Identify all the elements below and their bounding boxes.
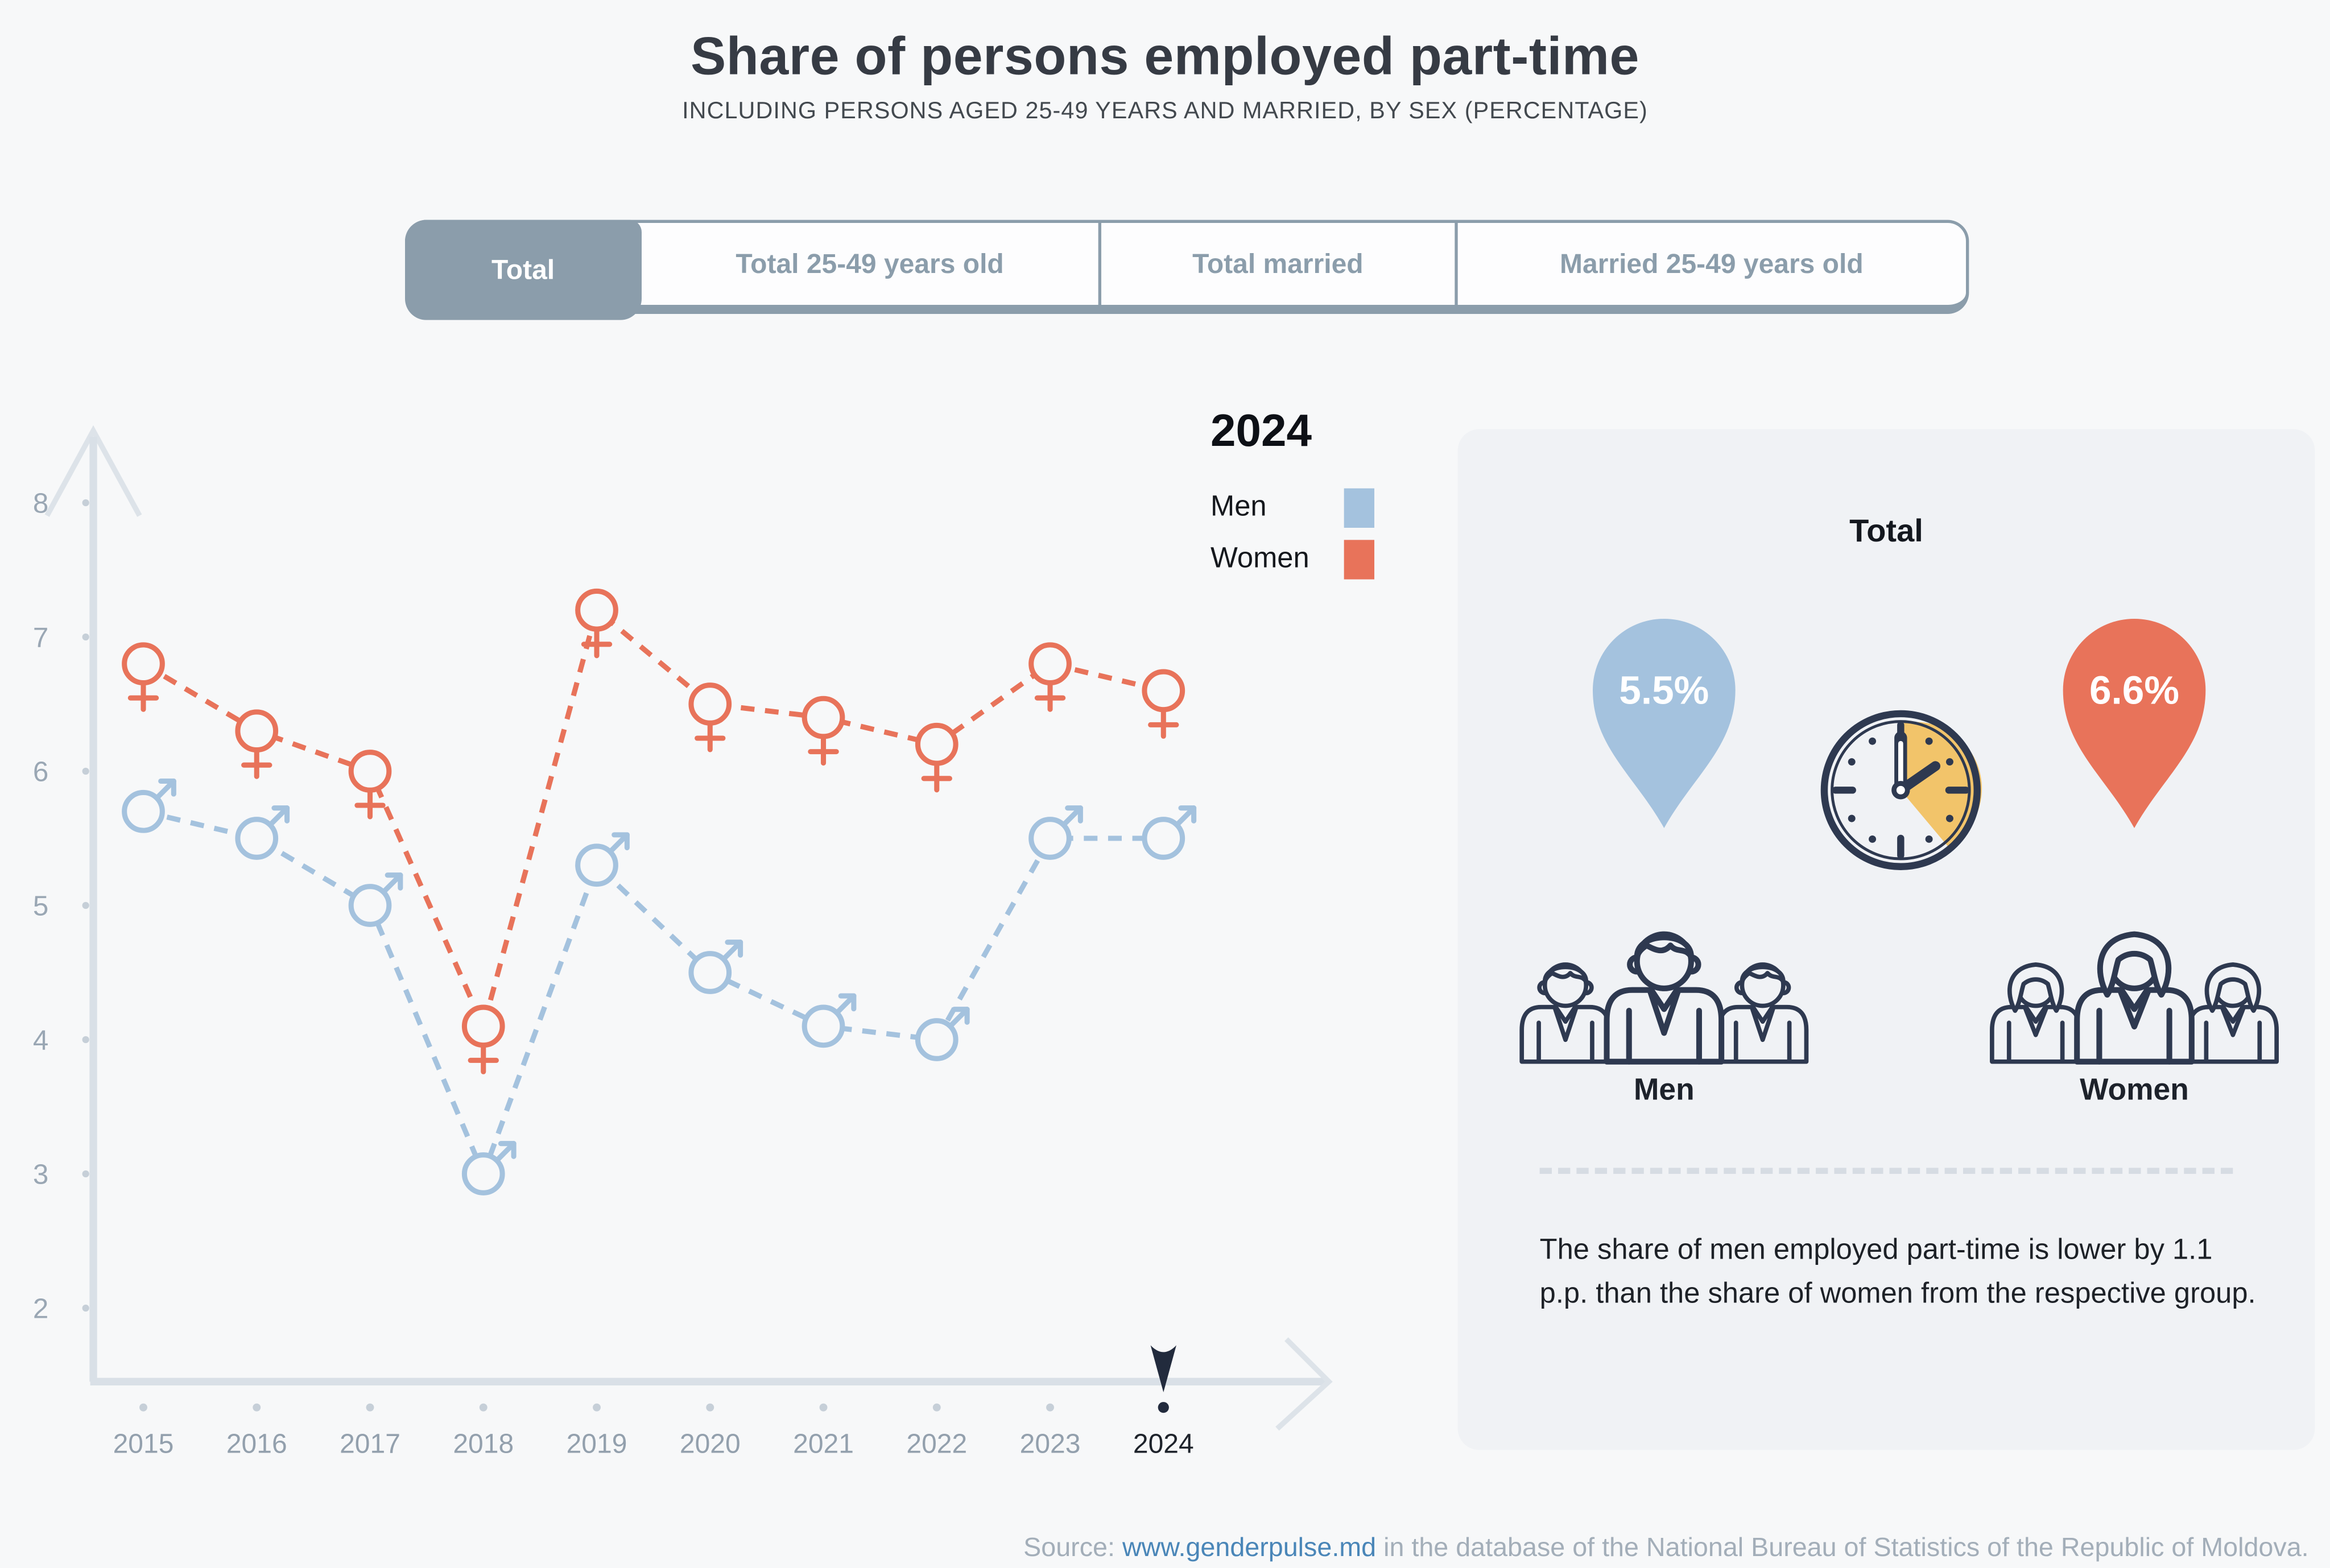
source-suffix: in the database of the National Bureau o… [1376, 1532, 2309, 1562]
men-value: 5.5% [1619, 668, 1709, 712]
legend-label-women: Women [1211, 543, 1309, 575]
year-label-2021[interactable]: 2021 [793, 1429, 854, 1459]
year-label-2017[interactable]: 2017 [340, 1429, 400, 1459]
year-label-2023[interactable]: 2023 [1020, 1429, 1081, 1459]
data-point-women-2021[interactable] [802, 696, 845, 766]
pin-shape-men [1593, 619, 1736, 828]
men-group-icon [1519, 931, 1809, 1065]
y-tick-3: 3 [33, 1159, 48, 1190]
panel-title: Total [1849, 514, 1923, 549]
pin-shape-women [2063, 619, 2206, 828]
header: Share of persons employed part-time INCL… [0, 27, 2330, 126]
panel-note: The share of men employed part-time is l… [1539, 1234, 2256, 1310]
clock-sector [1901, 722, 1982, 847]
data-point-men-2018[interactable] [461, 1141, 517, 1195]
data-point-men-2020[interactable] [688, 940, 743, 994]
source-prefix: Source: [1023, 1532, 1122, 1562]
y-tick-6: 6 [33, 756, 48, 787]
year-label-2024[interactable]: 2024 [1133, 1429, 1194, 1459]
women-value-pin: 6.6% [2063, 619, 2206, 828]
year-label-2020[interactable]: 2020 [680, 1429, 741, 1459]
year-label-2015[interactable]: 2015 [113, 1429, 174, 1459]
data-point-men-2023[interactable] [1028, 805, 1083, 860]
legend-item-men: Men [1211, 488, 1374, 528]
data-point-women-2015[interactable] [122, 642, 165, 712]
selected-year-cursor-icon [1150, 1345, 1176, 1392]
legend-item-women: Women [1211, 540, 1374, 580]
tab-total[interactable]: Total [405, 220, 642, 320]
women-value: 6.6% [2089, 668, 2179, 712]
year-label-2022[interactable]: 2022 [906, 1429, 967, 1459]
y-tick-2: 2 [33, 1293, 48, 1324]
data-point-men-2024[interactable] [1142, 805, 1197, 860]
clock-icon [1820, 710, 1982, 870]
y-tick-8: 8 [33, 487, 48, 519]
data-point-men-2019[interactable] [575, 832, 630, 887]
y-tick-7: 7 [33, 622, 48, 653]
y-tick-5: 5 [33, 890, 48, 921]
page-title: Share of persons employed part-time [691, 27, 1639, 86]
line-chart: 8 7 6 5 4 3 2 2015 2016 2017 2018 2019 2020 2021 2022 2… [33, 425, 1333, 1459]
data-point-men-2016[interactable] [235, 805, 290, 860]
panel-women-label: Women [2080, 1074, 2189, 1107]
women-group-icon [1990, 931, 2279, 1065]
tab-total-25-49-years-old[interactable]: Total 25-49 years old [641, 223, 1102, 305]
data-point-women-2020[interactable] [688, 682, 732, 752]
data-point-men-2021[interactable] [802, 993, 857, 1048]
data-point-men-2015[interactable] [122, 778, 176, 833]
year-label-2018[interactable]: 2018 [453, 1429, 514, 1459]
legend-label-men: Men [1211, 491, 1267, 523]
series-line-men [142, 809, 1164, 1181]
series-line-women [142, 605, 1164, 1034]
data-point-women-2018[interactable] [461, 1004, 505, 1074]
summary-panel: Total 5.5% 6.6% [1457, 429, 2315, 1450]
panel-men-label: Men [1634, 1074, 1695, 1107]
data-point-women-2019[interactable] [575, 588, 618, 659]
data-point-women-2017[interactable] [348, 750, 392, 820]
legend-year: 2024 [1211, 406, 1312, 457]
legend-swatch-men [1344, 488, 1374, 528]
data-point-women-2024[interactable] [1142, 669, 1185, 739]
source-link[interactable]: www.genderpulse.md [1122, 1532, 1377, 1562]
year-label-2016[interactable]: 2016 [226, 1429, 287, 1459]
chart-legend: 2024 Men Women [1211, 407, 1381, 591]
data-point-men-2017[interactable] [348, 872, 403, 927]
source-line: Source: www.genderpulse.md in the databa… [1023, 1532, 2309, 1563]
tab-married-25-49-years-old[interactable]: Married 25-49 years old [1560, 248, 1864, 279]
data-point-women-2023[interactable] [1028, 642, 1072, 712]
data-point-women-2022[interactable] [915, 722, 959, 793]
y-tick-4: 4 [33, 1024, 48, 1056]
year-label-2019[interactable]: 2019 [567, 1429, 627, 1459]
men-value-pin: 5.5% [1593, 619, 1736, 828]
panel-divider [1539, 1168, 2233, 1174]
page-subtitle: INCLUDING PERSONS AGED 25-49 YEARS AND M… [682, 98, 1648, 125]
tab-bar: Total Total 25-49 years old Total married M… [405, 220, 1969, 320]
tab-total-married[interactable]: Total married [1101, 223, 1457, 305]
data-point-men-2022[interactable] [915, 1007, 970, 1061]
legend-swatch-women [1344, 540, 1374, 580]
data-point-women-2016[interactable] [235, 709, 279, 779]
